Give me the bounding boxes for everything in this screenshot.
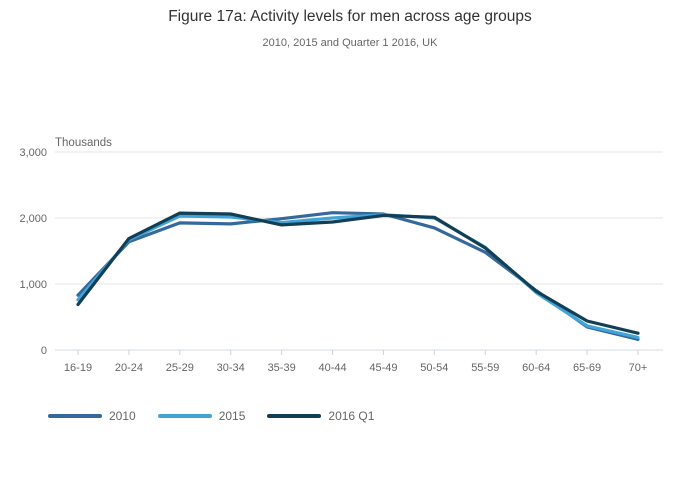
legend-label: 2010 [109, 409, 136, 423]
legend-swatch [48, 414, 102, 418]
x-axis-tick-label: 20-24 [115, 362, 143, 374]
x-axis-tick-label: 60-64 [522, 362, 550, 374]
legend-item-2010[interactable]: 2010 [48, 409, 136, 423]
x-axis-tick-label: 70+ [629, 362, 648, 374]
chart-legend: 2010 2015 2016 Q1 [48, 409, 396, 423]
series-line-2016-q1 [76, 211, 640, 335]
x-axis-tick-label: 55-59 [471, 362, 499, 374]
legend-label: 2016 Q1 [328, 409, 375, 423]
y-axis-unit-label: Thousands [55, 137, 112, 149]
chart-title: Figure 17a: Activity levels for men acro… [168, 8, 532, 25]
y-axis-tick-label: 2,000 [19, 213, 47, 225]
legend-label: 2015 [218, 409, 246, 423]
series-line-2015 [76, 213, 640, 340]
x-axis-tick-label: 50-54 [420, 362, 448, 374]
legend-swatch [267, 414, 322, 418]
y-axis-tick-label: 3,000 [19, 147, 47, 159]
x-axis-tick-label: 45-49 [369, 362, 397, 374]
x-axis-tick-label: 40-44 [318, 362, 346, 374]
series-line-2010 [76, 211, 640, 341]
x-axis-tick-label: 65-69 [573, 362, 601, 374]
legend-item-2015[interactable]: 2015 [157, 409, 246, 423]
y-axis-tick-label: 0 [41, 345, 47, 357]
x-axis-tick-label: 35-39 [268, 362, 296, 374]
x-axis-tick-label: 16-19 [64, 362, 92, 374]
x-axis-tick-label: 30-34 [217, 362, 245, 374]
legend-swatch [157, 414, 212, 418]
x-axis-tick-label: 25-29 [166, 362, 194, 374]
chart-subtitle: 2010, 2015 and Quarter 1 2016, UK [262, 37, 438, 49]
y-axis-tick-label: 1,000 [19, 279, 47, 291]
legend-item-2016-q1[interactable]: 2016 Q1 [267, 409, 374, 423]
